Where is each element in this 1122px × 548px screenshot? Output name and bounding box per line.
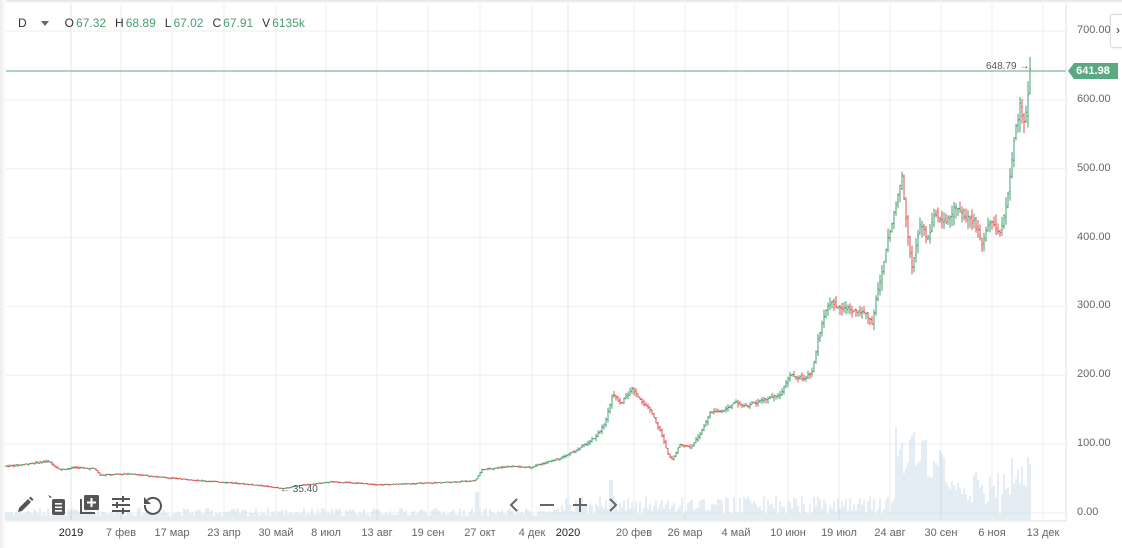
price-tick-label: 200.00: [1077, 368, 1111, 381]
zoom-in-button[interactable]: [569, 494, 591, 516]
price-tick-label: 300.00: [1077, 299, 1111, 312]
reset-chart-button[interactable]: [142, 494, 164, 516]
chart-settings-button[interactable]: [110, 494, 132, 516]
open-key: O: [64, 16, 75, 30]
scroll-right-icon: [609, 498, 618, 512]
add-indicator-icon: [80, 495, 99, 514]
price-tick-label: 700.00: [1077, 24, 1111, 36]
low-key: L: [164, 16, 172, 30]
pencil-icon: [18, 496, 34, 512]
time-tick-label: 8 июл: [311, 527, 341, 539]
time-tick-label: 7 фев: [105, 527, 137, 539]
high-value: 68.89: [125, 16, 156, 30]
volume-value: 6135k: [272, 16, 305, 30]
volume-key: V: [262, 16, 271, 30]
time-tick-label: 24 авг: [874, 527, 906, 539]
time-tick-label: 10 июн: [770, 527, 806, 539]
collapse-panel-button[interactable]: ›: [1110, 14, 1122, 48]
interval-dropdown-icon[interactable]: [40, 20, 49, 26]
volume-bars: [5, 427, 1031, 520]
high-marker-label: 648.79 →: [986, 61, 1030, 72]
time-tick-label: 30 май: [258, 527, 294, 539]
chevron-right-icon: ›: [1116, 23, 1120, 37]
ohlc-bars: [5, 56, 1031, 490]
chart-grid: [6, 4, 1066, 521]
time-tick-label: 26 мар: [667, 527, 703, 539]
close-value: 67.91: [223, 16, 254, 30]
notes-button[interactable]: [46, 494, 68, 516]
zoom-in-icon: [573, 498, 587, 512]
time-tick-label: 13 авг: [361, 527, 393, 539]
notes-icon: [48, 495, 65, 515]
price-tick-label: 100.00: [1077, 437, 1111, 450]
time-tick-label: 17 мар: [154, 527, 190, 539]
close-key: C: [212, 16, 222, 30]
interval-selector[interactable]: D: [18, 16, 27, 30]
current-price-badge: 641.98: [1068, 63, 1118, 79]
high-key: H: [115, 16, 124, 30]
low-marker-label: ← 35.40: [280, 484, 318, 495]
time-tick-label: 4 дек: [518, 527, 546, 539]
price-tick-label: 600.00: [1077, 92, 1111, 105]
zoom-out-button[interactable]: [536, 494, 558, 516]
time-tick-label: 27 окт: [464, 527, 496, 539]
window-left-edge: [0, 0, 6, 548]
add-indicator-button[interactable]: [78, 494, 100, 516]
time-tick-label: 2019: [58, 527, 84, 539]
time-tick-label: 30 сен: [924, 527, 958, 539]
open-value: 67.32: [76, 16, 107, 30]
drawing-toolbar: [14, 494, 164, 516]
scroll-right-button[interactable]: [602, 494, 624, 516]
window-top-edge: [0, 0, 1122, 4]
pencil-button[interactable]: [14, 494, 36, 516]
scroll-left-button[interactable]: [503, 494, 525, 516]
ohlc-legend: D O 67.32 H 68.89 L 67.02 C 67.91 V 6135k: [18, 16, 314, 30]
time-tick-label: 6 ноя: [978, 527, 1006, 539]
time-tick-label: 23 апр: [207, 527, 241, 539]
scroll-left-icon: [509, 498, 518, 512]
reset-icon: [143, 496, 162, 515]
time-tick-label: 20 фев: [615, 527, 653, 539]
time-tick-label: 19 июл: [821, 527, 857, 539]
time-tick-label: 4 май: [721, 527, 751, 539]
low-value: 67.02: [173, 16, 204, 30]
time-tick-label: 2020: [555, 527, 581, 539]
price-tick-label: 0.00: [1077, 506, 1099, 518]
chart-navigation: [503, 494, 624, 516]
price-tick-label: 400.00: [1077, 230, 1111, 243]
settings-sliders-icon: [112, 496, 130, 514]
zoom-out-icon: [540, 504, 554, 506]
time-tick-label: 13 дек: [1026, 527, 1060, 539]
price-tick-label: 500.00: [1077, 161, 1111, 174]
time-tick-label: 19 сен: [411, 527, 445, 539]
